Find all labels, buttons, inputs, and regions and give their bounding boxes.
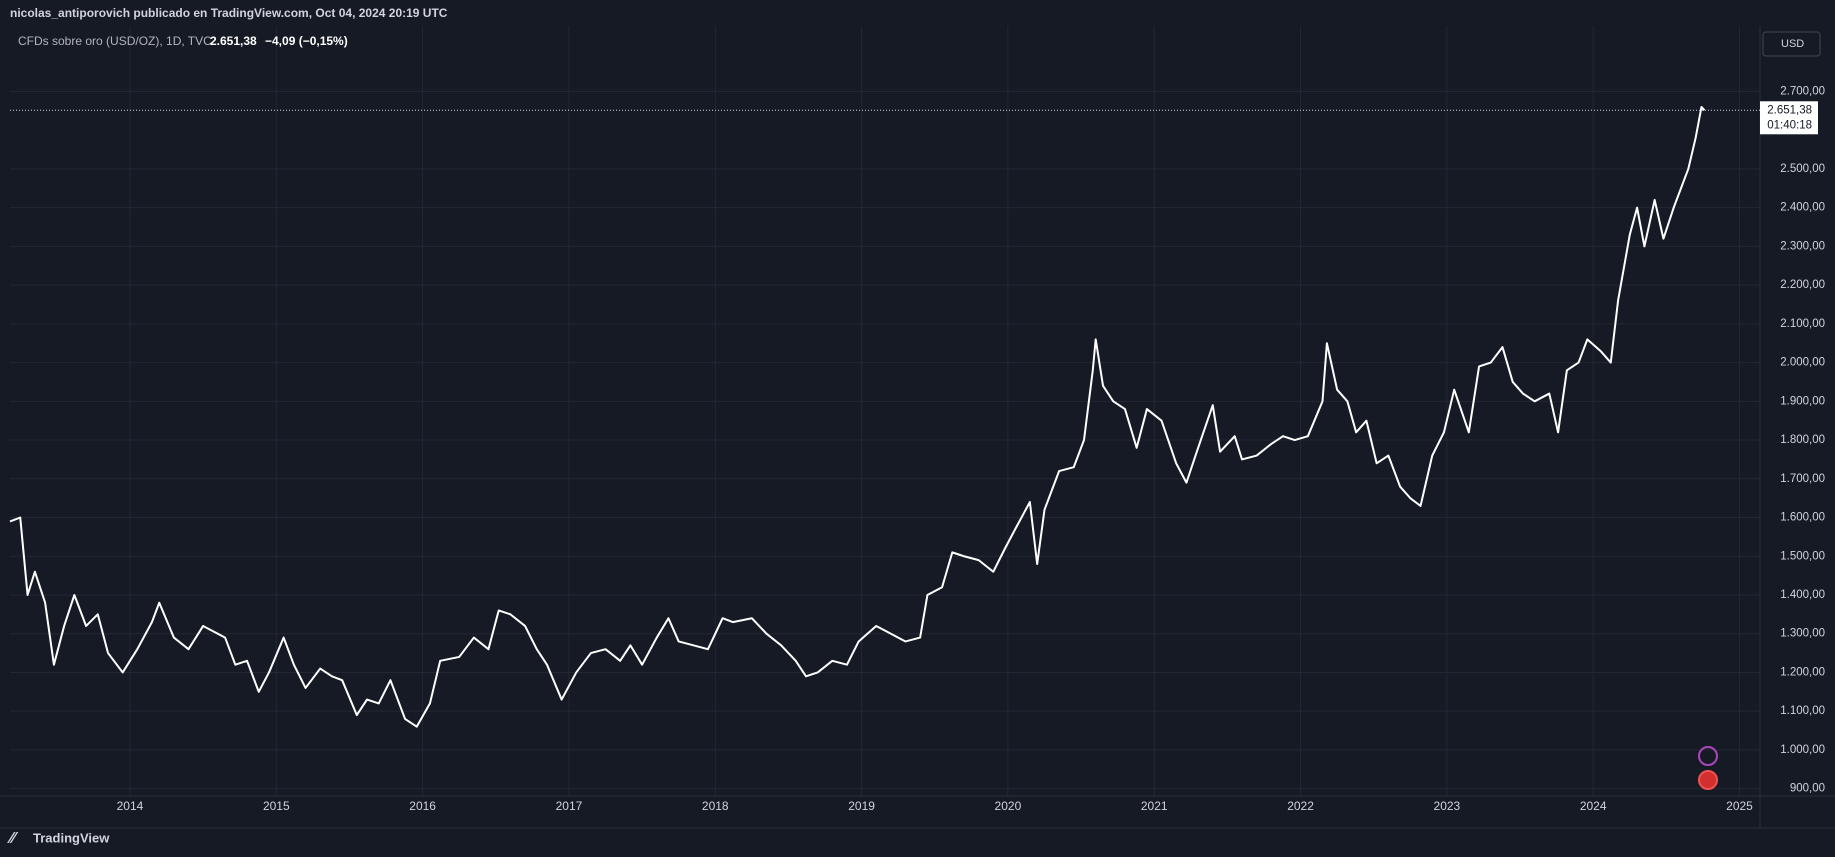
y-tick-label: 1.700,00 <box>1780 473 1825 485</box>
y-tick-label: 2.000,00 <box>1780 357 1825 369</box>
logo-mark: ⁄⁄ <box>7 830 19 847</box>
y-tick-label: 2.100,00 <box>1780 318 1825 330</box>
y-tick-label: 1.600,00 <box>1780 512 1825 524</box>
plot <box>9 105 1760 728</box>
countdown: 01:40:18 <box>1767 119 1812 131</box>
y-tick-label: 1.200,00 <box>1780 666 1825 678</box>
y-tick-label: 1.300,00 <box>1780 628 1825 640</box>
last-price-box <box>1760 101 1818 135</box>
y-tick-label: 2.700,00 <box>1780 85 1825 97</box>
alert-icon[interactable] <box>1698 746 1718 766</box>
y-tick-label: 900,00 <box>1790 783 1825 795</box>
y-tick-label: 2.500,00 <box>1780 163 1825 175</box>
x-tick-label: 2024 <box>1580 799 1607 813</box>
publisher: nicolas_antiporovich publicado en Tradin… <box>10 6 448 20</box>
x-tick-label: 2022 <box>1287 799 1314 813</box>
currency[interactable]: USD <box>1781 38 1804 50</box>
y-tick-label: 1.800,00 <box>1780 434 1825 446</box>
y-tick-label: 2.400,00 <box>1780 202 1825 214</box>
event-icon[interactable] <box>1698 770 1718 790</box>
x-tick-label: 2020 <box>995 799 1022 813</box>
y-tick-label: 1.900,00 <box>1780 395 1825 407</box>
y-tick-label: 1.100,00 <box>1780 705 1825 717</box>
x-tick-label: 2018 <box>702 799 729 813</box>
x-tick-label: 2017 <box>556 799 583 813</box>
brand: TradingView <box>33 830 110 845</box>
x-tick-label: 2014 <box>117 799 144 813</box>
symbol: CFDs sobre oro (USD/OZ), 1D, TVC <box>18 34 212 48</box>
price-line <box>9 105 1706 728</box>
x-tick-label: 2019 <box>848 799 875 813</box>
x-tick-label: 2025 <box>1726 799 1753 813</box>
y-tick-label: 2.200,00 <box>1780 279 1825 291</box>
header-price: 2.651,38 <box>210 34 257 48</box>
grid <box>10 26 1760 796</box>
y-tick-label: 1.000,00 <box>1780 744 1825 756</box>
last-price-label: 2.651,38 <box>1767 104 1812 116</box>
y-tick-label: 1.500,00 <box>1780 550 1825 562</box>
x-tick-label: 2023 <box>1434 799 1461 813</box>
x-tick-label: 2015 <box>263 799 290 813</box>
y-tick-label: 1.400,00 <box>1780 589 1825 601</box>
x-tick-label: 2016 <box>409 799 436 813</box>
x-tick-label: 2021 <box>1141 799 1168 813</box>
y-tick-label: 2.300,00 <box>1780 240 1825 252</box>
header-change: −4,09 (−0,15%) <box>265 34 348 48</box>
currency-button[interactable] <box>1762 31 1821 57</box>
